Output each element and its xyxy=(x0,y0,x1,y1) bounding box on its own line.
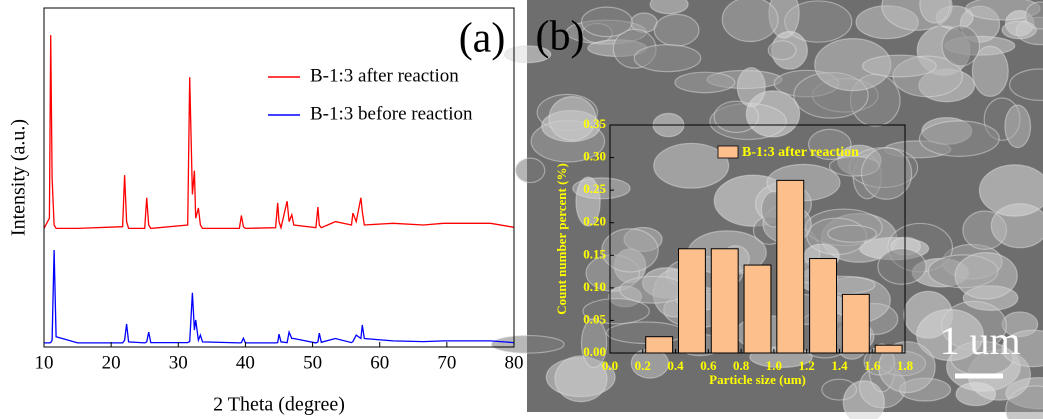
x-tick-label: 0.0 xyxy=(602,358,618,373)
x-tick-label: 20 xyxy=(102,352,121,373)
x-tick-label: 60 xyxy=(370,352,389,373)
flake xyxy=(978,164,1043,217)
y-tick-label: 0.00 xyxy=(583,344,606,359)
flake xyxy=(582,298,650,325)
plot-frame xyxy=(43,7,515,348)
panel-label: (a) xyxy=(459,16,506,62)
x-tick-label: 1.4 xyxy=(831,358,848,373)
plot-frame xyxy=(609,124,906,354)
flake xyxy=(767,40,797,61)
flake xyxy=(842,380,886,419)
data-line xyxy=(44,249,515,344)
x-tick-label: 0.2 xyxy=(635,358,651,373)
flake xyxy=(601,228,659,273)
flake xyxy=(877,248,927,285)
y-tick-label: 0.05 xyxy=(583,311,606,326)
legend-label: B-1:3 before reaction xyxy=(310,103,473,124)
y-axis-label: Intensity (a.u.) xyxy=(8,119,30,236)
flake xyxy=(1001,329,1043,368)
flake xyxy=(580,6,633,38)
flake xyxy=(971,45,1009,97)
flake xyxy=(674,71,736,94)
x-tick-label: 10 xyxy=(35,352,54,373)
flake xyxy=(827,224,878,243)
flake xyxy=(619,275,688,304)
flake xyxy=(918,120,1000,157)
histogram-bar xyxy=(678,248,706,354)
flake xyxy=(861,54,937,78)
histogram-bar xyxy=(841,293,870,354)
x-tick-label: 1.0 xyxy=(766,358,782,373)
flake xyxy=(490,334,565,354)
x-tick-label: 0.8 xyxy=(733,358,750,373)
y-tick-label: 0.30 xyxy=(583,149,606,164)
y-tick-label: 0.15 xyxy=(583,246,606,261)
flake xyxy=(941,25,981,67)
histogram-bar xyxy=(743,264,772,354)
x-tick-label: 0.6 xyxy=(700,358,717,373)
flake xyxy=(653,13,700,47)
x-axis-label: 2 Theta (degree) xyxy=(213,394,345,416)
x-tick-label: 0.4 xyxy=(667,358,684,373)
x-tick-label: 1.2 xyxy=(799,358,815,373)
data-line xyxy=(43,35,515,231)
flake xyxy=(878,341,936,394)
x-tick-label: 30 xyxy=(169,352,188,373)
flake xyxy=(721,0,779,43)
flake xyxy=(548,95,597,141)
histogram-bar xyxy=(776,179,805,354)
x-tick-label: 40 xyxy=(236,352,255,373)
flake xyxy=(916,308,984,362)
flake xyxy=(1024,1,1043,30)
x-axis-label: Particle size (um) xyxy=(709,372,806,387)
histogram-bar xyxy=(645,336,674,354)
histogram-bar xyxy=(874,344,903,354)
legend-label: B-1:3 after reaction xyxy=(310,65,459,86)
scale-bar-label: 1 um xyxy=(939,318,1020,363)
x-tick-label: 50 xyxy=(303,352,322,373)
flake xyxy=(954,252,1018,300)
y-axis-label: Count number percent (%) xyxy=(554,163,569,315)
x-tick-label: 70 xyxy=(437,352,456,373)
flake xyxy=(736,67,766,108)
histogram-bar xyxy=(710,248,739,354)
flake xyxy=(861,147,913,200)
flake xyxy=(1001,20,1037,40)
flake xyxy=(1004,104,1032,149)
histogram-bar xyxy=(809,258,837,354)
y-tick-label: 0.20 xyxy=(583,214,606,229)
y-tick-label: 0.35 xyxy=(583,116,606,131)
flake xyxy=(653,142,730,189)
flake xyxy=(919,0,951,24)
flake xyxy=(955,381,997,407)
flake xyxy=(575,176,601,227)
x-tick-label: 80 xyxy=(505,352,524,373)
legend-swatch xyxy=(717,145,739,159)
legend-label: B-1:3 after reaction xyxy=(742,145,859,160)
flake xyxy=(515,157,546,184)
flake xyxy=(503,45,552,64)
flake xyxy=(649,0,689,15)
flake xyxy=(580,318,608,369)
x-tick-label: 1.8 xyxy=(897,358,914,373)
y-tick-label: 0.10 xyxy=(583,279,606,294)
y-tick-label: 0.25 xyxy=(583,181,606,196)
flake xyxy=(633,44,702,73)
flake xyxy=(1008,68,1043,101)
x-tick-label: 1.6 xyxy=(864,358,881,373)
panel-label: (b) xyxy=(536,14,585,60)
